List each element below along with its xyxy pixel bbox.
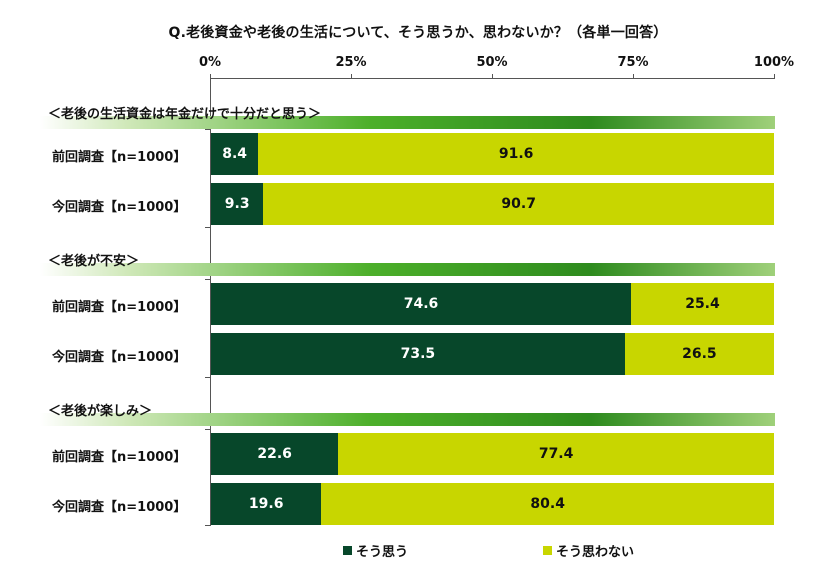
bar-segment-disagree: 77.4 <box>338 433 774 475</box>
legend-swatch-agree <box>343 546 352 555</box>
row-label: 今回調査【n=1000】 <box>52 200 187 215</box>
row-label: 前回調査【n=1000】 <box>52 300 187 315</box>
legend-item-disagree: そう思わない <box>543 541 634 560</box>
x-tick-mark <box>351 74 352 79</box>
bar-segment-disagree: 80.4 <box>321 483 774 525</box>
axis-separator-tick <box>205 129 211 130</box>
group-header-band <box>40 116 775 129</box>
group-label: ＜老後の生活資金は年金だけで十分だと思う＞ <box>48 107 322 122</box>
x-tick-mark <box>774 74 775 79</box>
y-axis-line <box>210 78 211 525</box>
bar-segment-disagree: 25.4 <box>630 283 774 325</box>
bar-segment-disagree: 91.6 <box>258 133 774 175</box>
stacked-bar: 73.5 26.5 <box>211 333 774 375</box>
chart-title: Q.老後資金や老後の生活について、そう思うか、思わないか？（各単一回答） <box>168 25 668 41</box>
axis-separator-tick <box>205 429 211 430</box>
stacked-bar: 9.3 90.7 <box>211 183 774 225</box>
row-label: 前回調査【n=1000】 <box>52 450 187 465</box>
axis-separator-tick <box>205 227 211 228</box>
group-header-band <box>40 263 775 276</box>
legend-label-disagree: そう思わない <box>556 545 635 560</box>
legend-label-agree: そう思う <box>356 545 409 560</box>
axis-separator-tick <box>205 377 211 378</box>
x-tick-label: 0% <box>198 55 222 70</box>
x-tick-label: 50% <box>476 55 508 70</box>
stacked-bar: 22.6 77.4 <box>211 433 774 475</box>
row-label: 今回調査【n=1000】 <box>52 500 187 515</box>
legend-swatch-disagree <box>543 546 552 555</box>
group-label: ＜老後が不安＞ <box>48 254 140 269</box>
axis-separator-tick <box>205 279 211 280</box>
bar-segment-agree: 19.6 <box>211 483 322 525</box>
group-label: ＜老後が楽しみ＞ <box>48 404 153 419</box>
x-tick-label: 25% <box>335 55 367 70</box>
stacked-bar: 19.6 80.4 <box>211 483 774 525</box>
bar-segment-agree: 74.6 <box>211 283 631 325</box>
stacked-bar: 74.6 25.4 <box>211 283 774 325</box>
row-label: 今回調査【n=1000】 <box>52 350 187 365</box>
x-tick-mark <box>210 74 211 79</box>
x-tick-label: 100% <box>753 55 795 70</box>
bar-segment-agree: 22.6 <box>211 433 339 475</box>
stacked-bar: 8.4 91.6 <box>211 133 774 175</box>
row-label: 前回調査【n=1000】 <box>52 150 187 165</box>
group-header-band <box>40 413 775 426</box>
axis-separator-tick <box>205 525 211 526</box>
x-tick-label: 75% <box>617 55 649 70</box>
x-tick-mark <box>633 74 634 79</box>
bar-segment-agree: 73.5 <box>211 333 625 375</box>
bar-segment-disagree: 90.7 <box>263 183 774 225</box>
legend-item-agree: そう思う <box>343 541 408 560</box>
x-tick-mark <box>492 74 493 79</box>
bar-segment-agree: 9.3 <box>211 183 264 225</box>
bar-segment-disagree: 26.5 <box>624 333 774 375</box>
bar-segment-agree: 8.4 <box>211 133 259 175</box>
